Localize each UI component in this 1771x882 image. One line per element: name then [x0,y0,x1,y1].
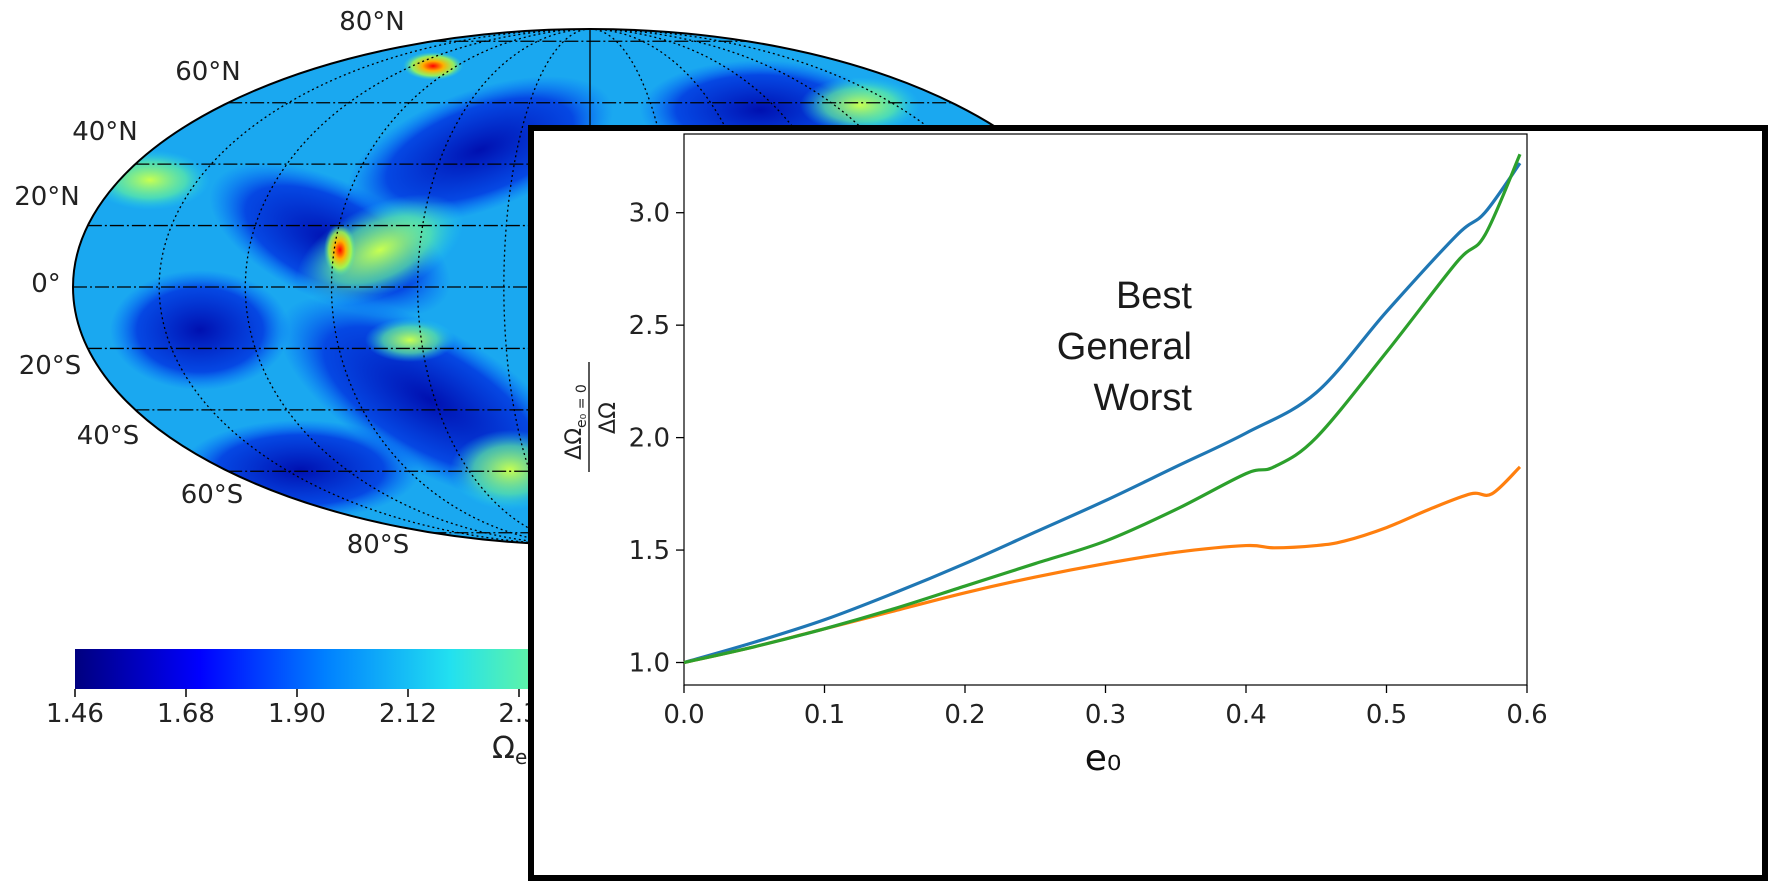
lat-label: 40°N [72,117,138,147]
colorbar-tick-label: 2.12 [379,699,437,729]
colorbar-label: Ωe [492,731,527,769]
legend-entry-best: Best [1116,275,1192,317]
y-tick-label: 2.0 [629,424,670,454]
lat-label: 40°S [77,421,140,451]
lat-label: 80°S [347,530,410,560]
colorbar-tick-label: 1.90 [268,699,326,729]
y-axis-label: ΔΩe₀ = 0 ΔΩ [562,362,621,472]
legend-entry-worst: Worst [1093,377,1192,419]
series-line-best [683,162,1522,665]
x-tick-label: 0.2 [944,700,985,730]
lat-label: 60°N [175,57,241,87]
lat-label: 80°N [339,7,405,37]
colorbar-tick-label: 1.46 [46,699,104,729]
x-tick-label: 0.0 [663,700,704,730]
series-line-worst [683,153,1522,665]
inset-chart: 0.0 0.1 0.2 0.3 0.4 0.5 0.6 1.0 1.5 2.0 2.5 3.0 e₀… [528,125,1768,881]
plot-area [683,133,1528,686]
y-axis-label-numerator: ΔΩe₀ = 0 [562,384,590,460]
lat-label: 60°S [181,480,244,510]
lat-label: 20°S [19,351,82,381]
series-layer [683,153,1522,665]
y-tick-label: 1.5 [629,536,670,566]
y-axis-label-denominator: ΔΩ [596,402,621,434]
x-tick-label: 0.4 [1225,700,1266,730]
lat-label: 0° [31,269,61,299]
y-tick-label: 3.0 [629,199,670,229]
colorbar-tick-label: 1.68 [157,699,215,729]
x-tick-label: 0.5 [1366,700,1407,730]
x-axis-ticks: 0.0 0.1 0.2 0.3 0.4 0.5 0.6 [663,685,1548,730]
x-tick-label: 0.3 [1085,700,1126,730]
lat-label: 20°N [14,182,80,212]
x-tick-label: 0.6 [1506,700,1547,730]
x-axis-label: e₀ [1085,738,1122,779]
x-tick-label: 0.1 [804,700,845,730]
y-tick-label: 1.0 [629,649,670,679]
y-axis-ticks: 1.0 1.5 2.0 2.5 3.0 [629,199,684,679]
legend: Best General Worst [1057,275,1193,419]
y-tick-label: 2.5 [629,311,670,341]
legend-entry-general: General [1057,326,1192,368]
